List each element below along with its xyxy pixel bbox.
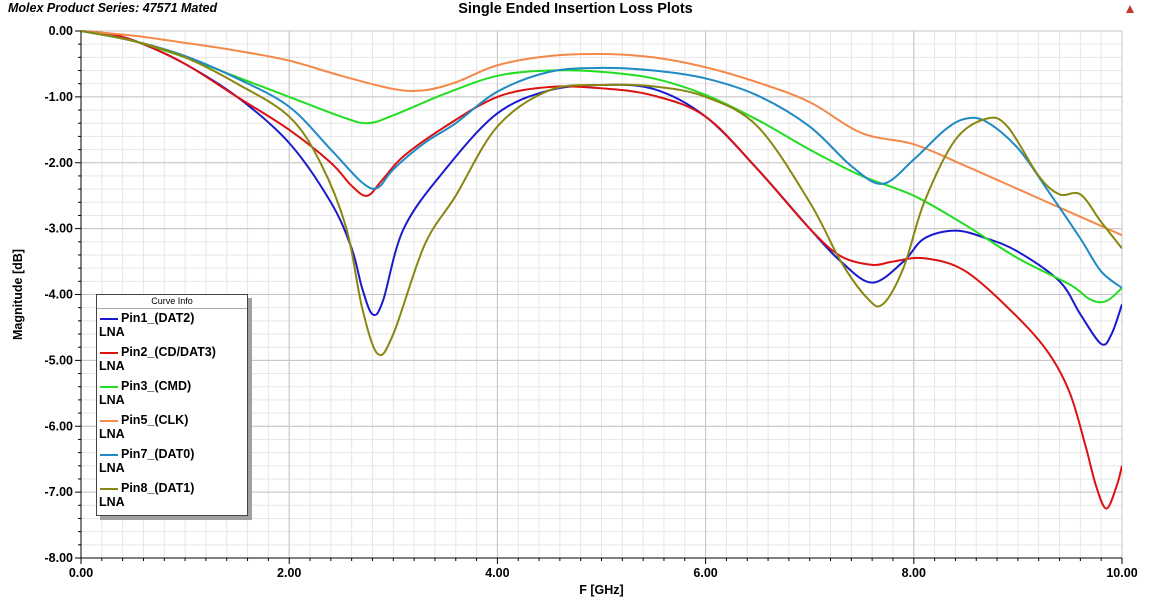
x-tick-label: 6.00 bbox=[693, 566, 717, 580]
legend-series-sub: LNA bbox=[99, 427, 125, 441]
legend-series-name: Pin3_(CMD) bbox=[121, 379, 192, 393]
chart-subtitle: Molex Product Series: 47571 Mated bbox=[8, 1, 218, 15]
legend-swatch bbox=[100, 420, 118, 422]
y-tick-label: -8.00 bbox=[45, 551, 74, 565]
y-tick-label: 0.00 bbox=[49, 24, 73, 38]
y-tick-label: -2.00 bbox=[45, 156, 74, 170]
x-tick-label: 10.00 bbox=[1106, 566, 1137, 580]
series-line-3[interactable] bbox=[81, 30, 1122, 304]
legend-series-name: Pin1_(DAT2) bbox=[121, 311, 195, 325]
legend-series-sub: LNA bbox=[99, 461, 125, 475]
y-tick-label: -3.00 bbox=[45, 222, 74, 236]
series-line-6[interactable] bbox=[81, 30, 1122, 357]
x-tick-label: 8.00 bbox=[902, 566, 926, 580]
legend-swatch bbox=[100, 386, 118, 388]
y-tick-label: -7.00 bbox=[45, 485, 74, 499]
y-tick-label: -5.00 bbox=[45, 353, 74, 367]
legend-item[interactable]: Pin2_(CD/DAT3) LNA bbox=[97, 343, 247, 377]
y-tick-label: -6.00 bbox=[45, 419, 74, 433]
legend-series-sub: LNA bbox=[99, 495, 125, 509]
legend-series-sub: LNA bbox=[99, 393, 125, 407]
series-line-4[interactable] bbox=[81, 30, 1122, 237]
legend-item[interactable]: Pin5_(CLK) LNA bbox=[97, 411, 247, 445]
legend-series-sub: LNA bbox=[99, 359, 125, 373]
legend-item[interactable]: Pin3_(CMD) LNA bbox=[97, 377, 247, 411]
legend-series-sub: LNA bbox=[99, 325, 125, 339]
legend-swatch bbox=[100, 454, 118, 456]
legend-series-name: Pin2_(CD/DAT3) bbox=[121, 345, 216, 359]
series-line-5[interactable] bbox=[81, 30, 1122, 289]
legend-item[interactable]: Pin1_(DAT2) LNA bbox=[97, 309, 247, 343]
x-tick-label: 0.00 bbox=[69, 566, 93, 580]
corner-marker-icon bbox=[1126, 5, 1134, 13]
x-axis-label: F [GHz] bbox=[579, 583, 623, 597]
legend-title: Curve Info bbox=[97, 295, 247, 309]
legend-item[interactable]: Pin8_(DAT1) LNA bbox=[97, 479, 247, 513]
legend-swatch bbox=[100, 318, 118, 320]
legend-series-name: Pin8_(DAT1) bbox=[121, 481, 195, 495]
series-line-2[interactable] bbox=[81, 30, 1122, 510]
y-axis-label: Magnitude [dB] bbox=[11, 249, 25, 340]
legend-item[interactable]: Pin7_(DAT0) LNA bbox=[97, 445, 247, 479]
curve-info-legend[interactable]: Curve Info Pin1_(DAT2) LNA Pin2_(CD/DAT3) L… bbox=[96, 294, 248, 516]
legend-swatch bbox=[100, 352, 118, 354]
legend-swatch bbox=[100, 488, 118, 490]
y-tick-label: -1.00 bbox=[45, 90, 74, 104]
y-tick-label: -4.00 bbox=[45, 288, 74, 302]
legend-series-name: Pin7_(DAT0) bbox=[121, 447, 195, 461]
x-tick-label: 2.00 bbox=[277, 566, 301, 580]
chart-title: Single Ended Insertion Loss Plots bbox=[458, 1, 693, 17]
x-tick-label: 4.00 bbox=[485, 566, 509, 580]
legend-series-name: Pin5_(CLK) bbox=[121, 413, 189, 427]
